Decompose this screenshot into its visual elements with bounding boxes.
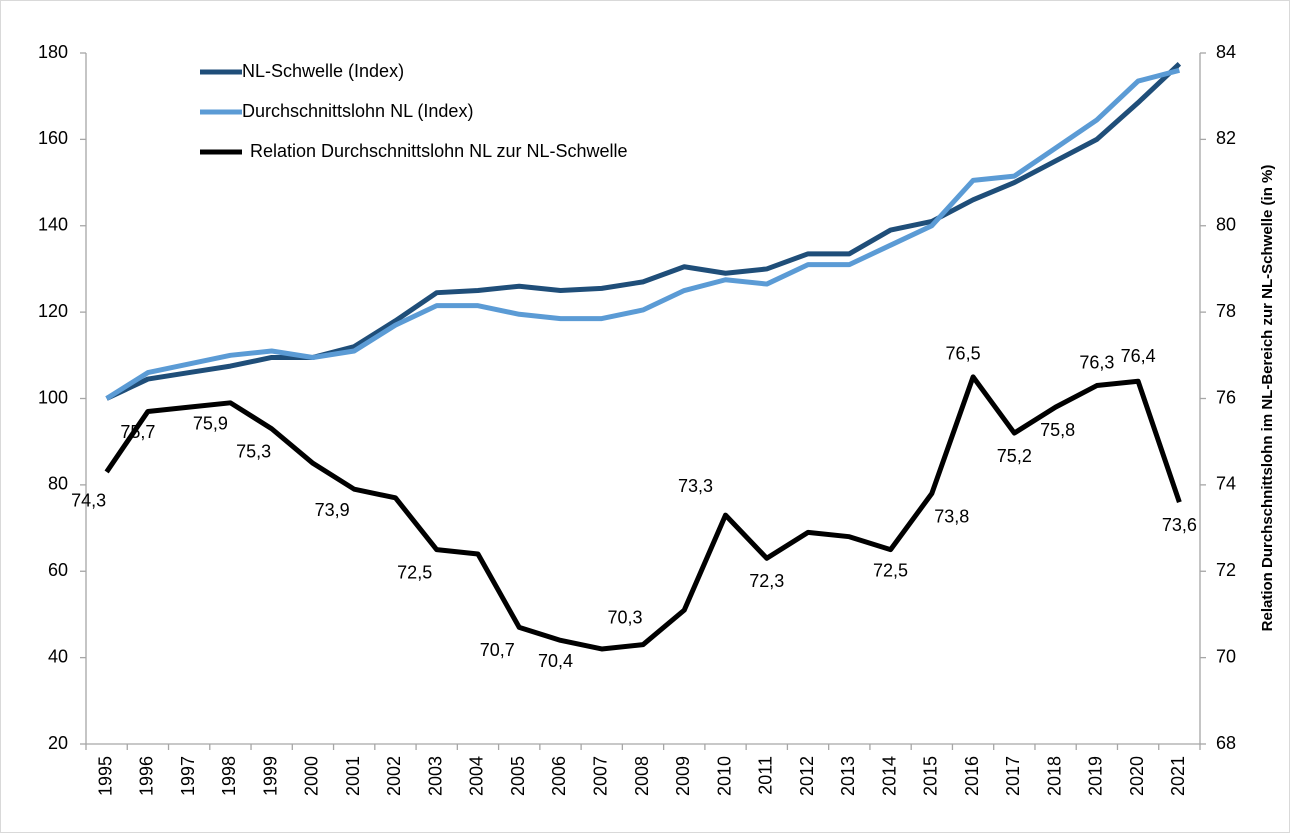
y2-tick-label: 74 xyxy=(1216,474,1236,494)
y-tick-label: 40 xyxy=(48,646,68,666)
x-tick-label: 2008 xyxy=(632,756,652,796)
data-label: 72,3 xyxy=(749,571,784,591)
y-tick-label: 180 xyxy=(38,42,68,62)
x-tick-label: 1996 xyxy=(137,756,157,796)
data-label: 76,3 xyxy=(1079,352,1114,372)
y-tick-label: 100 xyxy=(38,387,68,407)
y-tick-label: 20 xyxy=(48,733,68,753)
y2-tick-label: 70 xyxy=(1216,646,1236,666)
y2-tick-label: 68 xyxy=(1216,733,1236,753)
y-tick-label: 60 xyxy=(48,560,68,580)
data-label: 74,3 xyxy=(71,491,106,511)
x-tick-label: 2012 xyxy=(797,756,817,796)
data-label: 72,5 xyxy=(873,560,908,580)
y2-tick-label: 76 xyxy=(1216,387,1236,407)
x-tick-label: 2020 xyxy=(1127,756,1147,796)
x-tick-label: 1997 xyxy=(178,756,198,796)
x-tick-label: 2019 xyxy=(1086,756,1106,796)
series-line xyxy=(104,374,1182,652)
y2-tick-label: 82 xyxy=(1216,128,1236,148)
y-tick-label: 140 xyxy=(38,215,68,235)
y-tick-label: 120 xyxy=(38,301,68,321)
y2-tick-label: 84 xyxy=(1216,42,1236,62)
data-label: 75,2 xyxy=(997,446,1032,466)
x-tick-label: 2010 xyxy=(714,756,734,796)
data-label: 73,9 xyxy=(315,500,350,520)
data-label: 76,5 xyxy=(946,344,981,364)
data-label: 75,9 xyxy=(193,414,228,434)
data-label: 76,4 xyxy=(1121,346,1156,366)
legend-label: Relation Durchschnittslohn NL zur NL-Sch… xyxy=(250,141,628,161)
data-label: 70,4 xyxy=(538,651,573,671)
x-tick-label: 2000 xyxy=(302,756,322,796)
x-tick-label: 2015 xyxy=(921,756,941,796)
y-tick-label: 80 xyxy=(48,474,68,494)
data-label: 75,3 xyxy=(236,441,271,461)
series-line xyxy=(105,61,1182,401)
x-tick-label: 2005 xyxy=(508,756,528,796)
data-label: 73,3 xyxy=(678,476,713,496)
x-tick-label: 2013 xyxy=(838,756,858,796)
x-tick-label: 2004 xyxy=(467,756,487,796)
y2-tick-label: 78 xyxy=(1216,301,1236,321)
x-tick-label: 1998 xyxy=(219,756,239,796)
x-tick-label: 2021 xyxy=(1168,756,1188,796)
y2-tick-label: 80 xyxy=(1216,215,1236,235)
y2-tick-label: 72 xyxy=(1216,560,1236,580)
data-label: 70,7 xyxy=(480,640,515,660)
x-tick-label: 2003 xyxy=(425,756,445,796)
x-tick-label: 2018 xyxy=(1044,756,1064,796)
x-tick-label: 2016 xyxy=(962,756,982,796)
data-label: 75,7 xyxy=(120,422,155,442)
x-tick-label: 2006 xyxy=(549,756,569,796)
x-tick-label: 2017 xyxy=(1003,756,1023,796)
y-tick-label: 160 xyxy=(38,128,68,148)
x-tick-label: 2009 xyxy=(673,756,693,796)
x-tick-label: 1995 xyxy=(95,756,115,796)
data-label: 72,5 xyxy=(397,562,432,582)
data-label: 73,8 xyxy=(934,506,969,526)
x-tick-label: 1999 xyxy=(260,756,280,796)
series-line xyxy=(105,67,1181,401)
x-tick-label: 2011 xyxy=(756,756,776,795)
x-tick-label: 2007 xyxy=(590,756,610,796)
y2-axis-label: Relation Durchschnittslohn im NL-Bereich… xyxy=(1259,165,1276,632)
x-tick-label: 2014 xyxy=(879,756,899,796)
x-tick-label: 2002 xyxy=(384,756,404,796)
data-label: 73,6 xyxy=(1162,515,1197,535)
data-label: 70,3 xyxy=(607,607,642,627)
data-label: 75,8 xyxy=(1040,420,1075,440)
legend-label: Durchschnittslohn NL (Index) xyxy=(242,101,473,121)
x-tick-label: 2001 xyxy=(343,756,363,796)
legend-label: NL-Schwelle (Index) xyxy=(242,61,404,81)
